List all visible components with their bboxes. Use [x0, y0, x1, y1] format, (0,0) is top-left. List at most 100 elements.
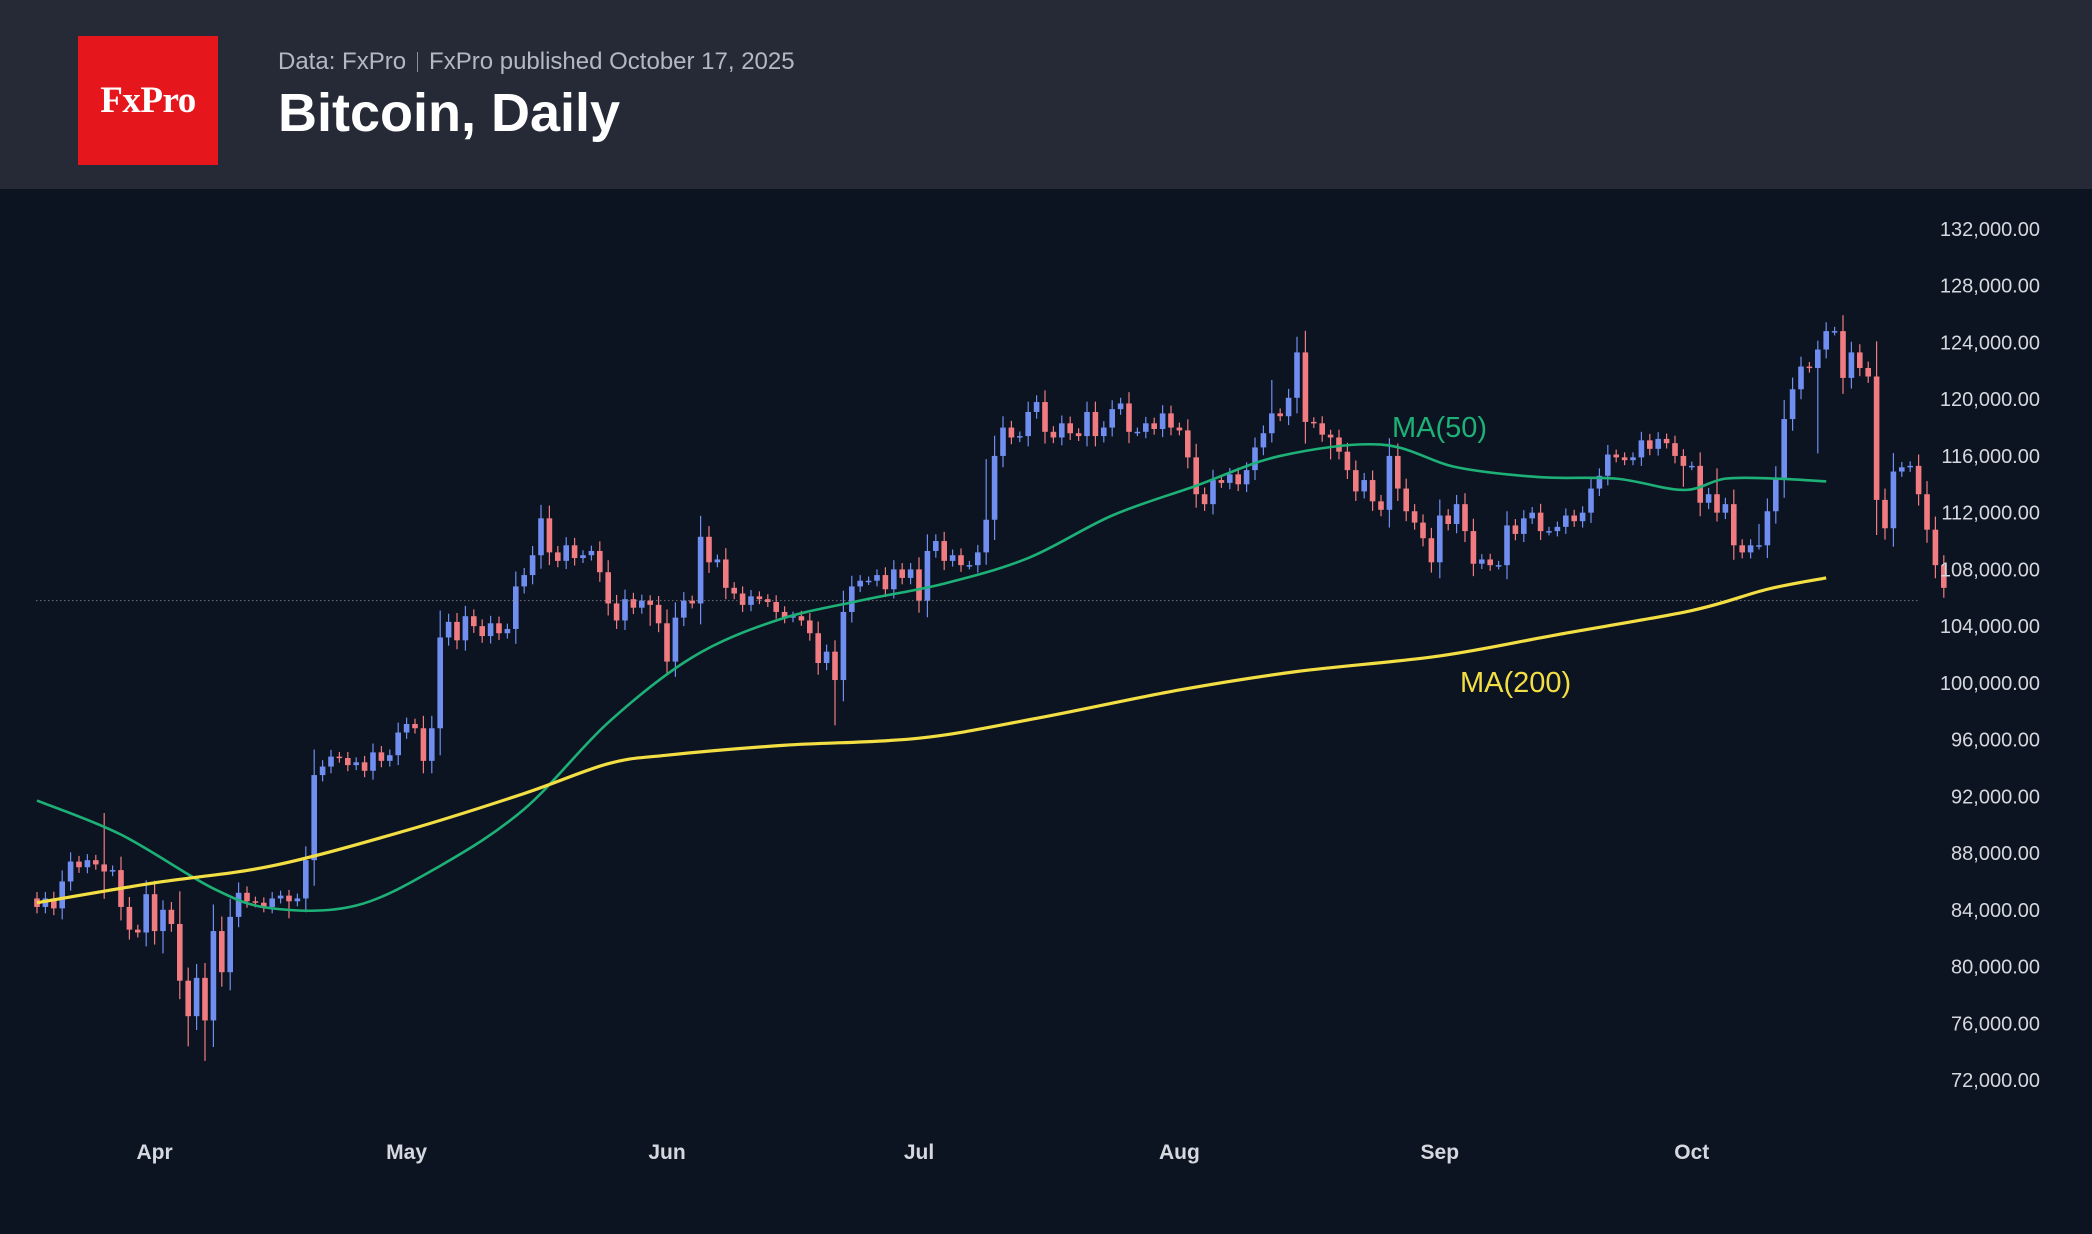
header-bar: FxPro Data: FxPro FxPro published Octobe… [0, 0, 2092, 189]
candle [1613, 449, 1619, 463]
chart-meta: Data: FxPro FxPro published October 17, … [278, 48, 795, 76]
candle [1840, 315, 1846, 394]
candle [1302, 330, 1309, 444]
candle [857, 575, 863, 593]
candle [1017, 431, 1023, 443]
candle [756, 591, 763, 605]
published-date: FxPro published October 17, 2025 [429, 48, 795, 75]
candle [1504, 511, 1510, 580]
y-tick-label: 128,000.00 [1940, 276, 2040, 298]
candle [1731, 489, 1737, 560]
candle [1630, 452, 1636, 466]
candle [294, 893, 301, 907]
candle [1059, 415, 1065, 446]
candle [1798, 356, 1804, 400]
candle [126, 897, 133, 940]
candle [1453, 494, 1460, 534]
candle [1907, 461, 1913, 472]
candle [546, 505, 553, 566]
candle [1722, 497, 1729, 520]
ma50-label: MA(50) [1392, 412, 1487, 444]
x-tick-label: Aug [1159, 1141, 1200, 1164]
candle [790, 611, 796, 623]
candle [1571, 509, 1577, 527]
fxpro-logo[interactable]: FxPro [78, 36, 218, 165]
logo-text: FxPro [100, 80, 196, 121]
candle [1075, 428, 1082, 442]
chart-title: Bitcoin, Daily [278, 83, 621, 143]
candle [1235, 467, 1241, 492]
candle [1269, 380, 1275, 443]
candle [1252, 437, 1258, 481]
candle [1403, 478, 1409, 522]
y-tick-label: 116,000.00 [1941, 446, 2040, 468]
candle [630, 592, 637, 615]
candle [1915, 454, 1922, 506]
ma200-label: MA(200) [1460, 667, 1571, 699]
candle [1445, 509, 1451, 531]
candle [420, 715, 427, 774]
candle [1294, 336, 1300, 414]
y-tick-label: 104,000.00 [1940, 616, 2040, 638]
candle [874, 569, 880, 587]
candle [151, 880, 158, 945]
candle [1210, 469, 1216, 515]
candle [1554, 521, 1561, 537]
candle [1815, 340, 1821, 454]
candle [1042, 390, 1048, 444]
moving-averages [36, 442, 1827, 912]
candle [1327, 429, 1334, 460]
candle [1185, 419, 1191, 469]
candle [59, 870, 65, 920]
candle [387, 749, 393, 767]
candle [34, 892, 40, 914]
candle [958, 548, 964, 572]
candle [504, 623, 511, 639]
candle [328, 749, 334, 774]
candle [865, 576, 872, 586]
candle [1781, 399, 1787, 498]
candle [991, 435, 998, 540]
candle [748, 589, 754, 612]
candle [1705, 487, 1712, 510]
candle [521, 567, 527, 594]
candle [622, 589, 628, 631]
candle [807, 613, 813, 641]
candle [983, 459, 989, 565]
candle [437, 610, 443, 756]
candle [269, 892, 275, 914]
candle [1378, 494, 1384, 517]
candle [1319, 416, 1325, 442]
candle [706, 526, 712, 573]
candle [445, 613, 452, 646]
candle [496, 616, 502, 640]
candle [1067, 416, 1073, 440]
candle [966, 560, 973, 570]
candle [412, 718, 418, 734]
candle [336, 752, 343, 763]
y-tick-label: 108,000.00 [1940, 559, 2040, 581]
candle [1882, 488, 1888, 540]
candle [1739, 539, 1745, 559]
candle [1395, 443, 1401, 501]
candle [395, 722, 401, 766]
candle [1773, 466, 1779, 524]
y-tick-label: 112,000.00 [1941, 503, 2040, 525]
candle [1672, 435, 1678, 464]
candle [1697, 452, 1703, 517]
candle [1033, 395, 1040, 419]
candle [202, 962, 208, 1061]
candle [193, 964, 200, 1031]
candle [109, 865, 116, 877]
candle [882, 567, 889, 598]
price-chart[interactable]: MA(50) MA(200) 132,000.00 128,000.00 124,0… [0, 189, 2092, 1234]
candle [1521, 510, 1527, 543]
candle [714, 554, 721, 568]
candle [210, 904, 217, 1048]
candle [1134, 427, 1141, 437]
candle [471, 609, 477, 633]
candle [160, 900, 166, 954]
y-tick-label: 124,000.00 [1940, 332, 2040, 354]
candle [1848, 341, 1855, 389]
candle [1899, 461, 1905, 477]
